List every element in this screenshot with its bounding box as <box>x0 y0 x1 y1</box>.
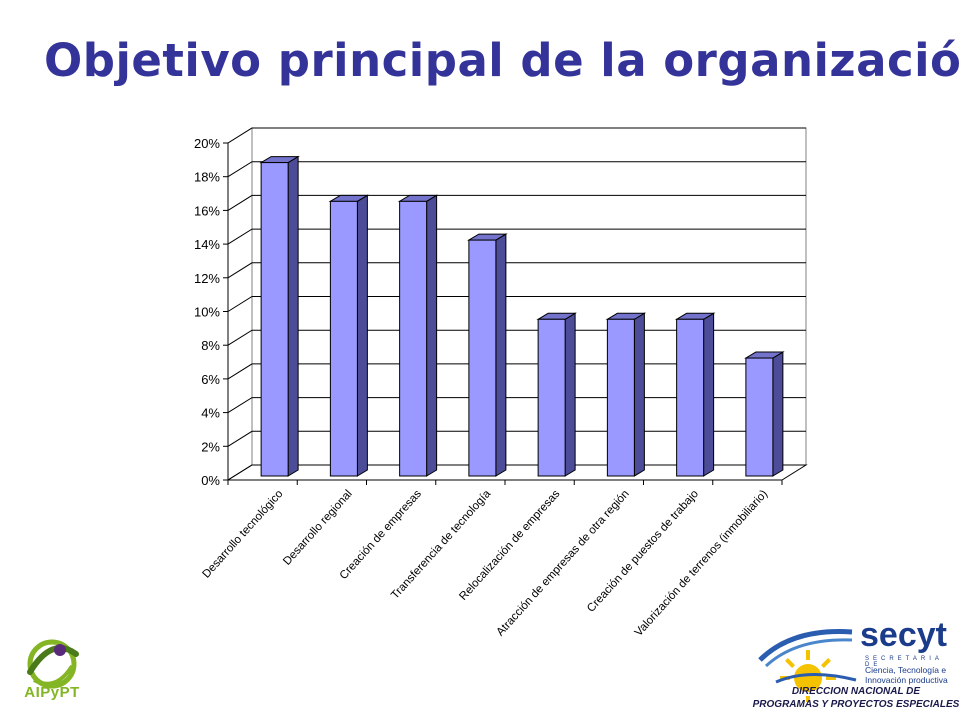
y-tick-label: 0% <box>201 473 220 488</box>
y-tick-label: 20% <box>194 136 220 151</box>
bar-side <box>564 312 576 477</box>
direction-line-2: PROGRAMAS Y PROYECTOS ESPECIALES <box>752 699 960 710</box>
y-tick-label: 4% <box>201 406 220 421</box>
bar <box>537 318 566 477</box>
bar <box>468 239 497 477</box>
secyt-subtitle: Ciencia, Tecnología e Innovación product… <box>865 665 957 685</box>
direction-line-1: DIRECCION NACIONAL DE <box>791 686 921 697</box>
bar-side <box>356 194 368 477</box>
chart-gridline <box>227 194 806 211</box>
y-tick-label: 14% <box>194 237 220 252</box>
aipypt-logo-icon <box>27 639 79 689</box>
secyt-subtitle-line: Innovación productiva <box>865 675 948 685</box>
bar-side <box>426 194 438 477</box>
bar-side <box>772 351 784 477</box>
secyt-sun-logo-icon <box>758 629 857 702</box>
secyt-logo-text: secyt <box>860 616 947 654</box>
x-category-label: Desarrollo tecnológico <box>200 488 285 581</box>
bar <box>606 318 635 477</box>
bar-side <box>287 155 299 477</box>
x-category-label: Creación de puestos de trabajo <box>585 488 701 615</box>
page-title: Objetivo principal de la organización <box>44 34 960 87</box>
y-tick-label: 6% <box>201 372 220 387</box>
bar <box>260 162 289 477</box>
x-category-label: Desarrollo regional <box>281 488 355 568</box>
x-category-label: Atracción de empresas de otra región <box>494 488 631 639</box>
y-tick-label: 18% <box>194 170 220 185</box>
chart-gridline <box>227 262 806 279</box>
chart-gridline <box>227 296 806 312</box>
chart-floor <box>226 464 808 481</box>
bar-side <box>495 233 507 477</box>
y-tick-label: 12% <box>194 271 220 286</box>
bar <box>676 318 705 477</box>
chart-gridline <box>227 161 806 178</box>
bar <box>745 357 774 477</box>
bar-side <box>633 312 645 477</box>
chart-gridline <box>227 127 806 144</box>
bar-side <box>703 312 715 477</box>
y-tick-label: 16% <box>194 203 220 218</box>
secyt-subtitle-line: Ciencia, Tecnología e <box>865 665 947 675</box>
y-tick-label: 8% <box>201 338 220 353</box>
aipypt-logo-text: AIPyPT <box>24 684 80 701</box>
x-category-label: Valorización de terrenos (inmobiliario) <box>633 488 771 639</box>
y-tick-label: 10% <box>194 305 220 320</box>
secyt-tagline: SECRETARIA DE <box>865 656 943 668</box>
chart-gridline <box>227 228 806 245</box>
bar <box>399 200 428 477</box>
bar <box>329 200 358 477</box>
y-tick-label: 2% <box>201 439 220 454</box>
